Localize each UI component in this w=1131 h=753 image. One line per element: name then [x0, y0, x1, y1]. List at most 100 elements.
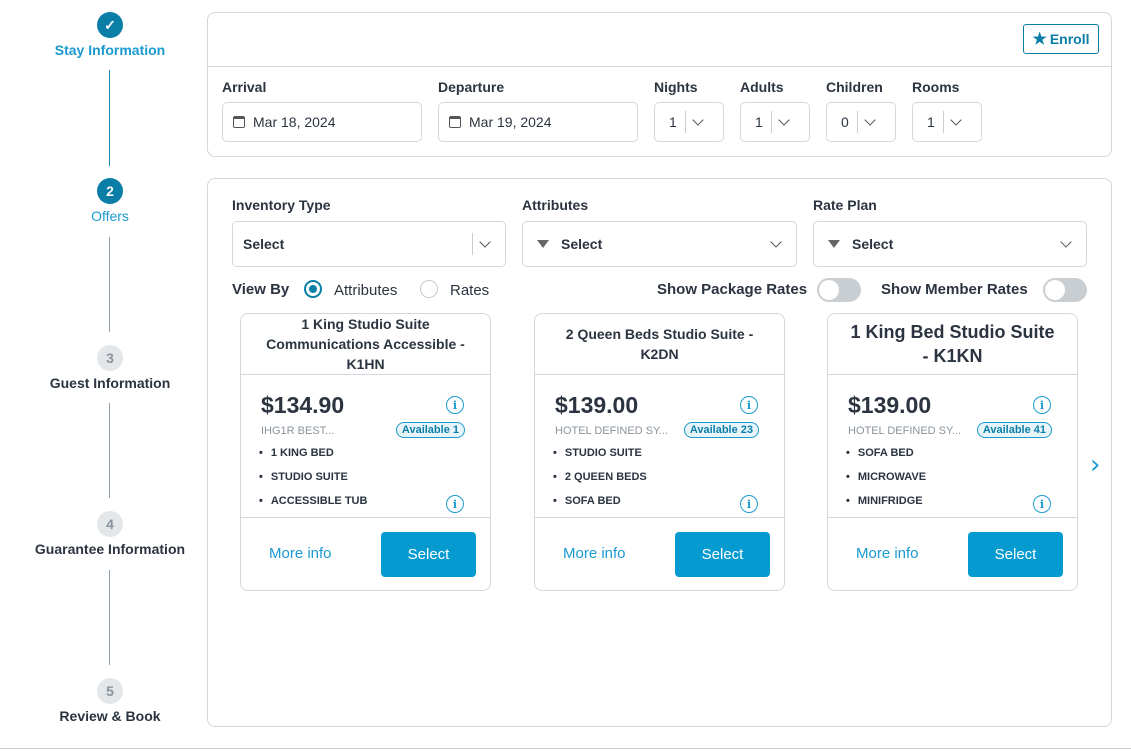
arrival-label: Arrival [222, 79, 267, 95]
departure-label: Departure [438, 79, 505, 95]
more-info-link[interactable]: More info [269, 545, 332, 562]
filter-icon [828, 240, 840, 248]
feature-item: SOFA BED [846, 444, 926, 468]
info-icon[interactable]: i [446, 396, 464, 414]
show-package-rates-label: Show Package Rates [657, 281, 808, 298]
rate-plan-label: Rate Plan [813, 197, 877, 213]
nights-select[interactable]: 1 [654, 102, 724, 142]
inventory-type-select[interactable]: Select [232, 221, 506, 267]
chevron-down-icon [1060, 236, 1072, 248]
children-value: 0 [841, 114, 849, 130]
offer-card: 1 King Bed Studio Suite - K1KN $139.00 i… [827, 313, 1078, 591]
feature-list: STUDIO SUITE 2 QUEEN BEDS SOFA BED [553, 444, 647, 516]
chevron-down-icon [479, 236, 491, 248]
feature-item: ACCESSIBLE TUB [259, 492, 368, 516]
offer-price: $139.00 [848, 392, 932, 418]
availability-badge: Available 41 [976, 422, 1052, 438]
offer-title: 2 Queen Beds Studio Suite - K2DN [535, 314, 784, 375]
radio-rates-label[interactable]: Rates [450, 282, 490, 299]
availability-badge: Available 1 [395, 422, 465, 438]
children-label: Children [826, 79, 883, 95]
offer-rate-plan: HOTEL DEFINED SY... [555, 425, 669, 437]
attributes-value: Select [561, 236, 603, 252]
step-stay-information[interactable]: ✓ Stay Information [0, 12, 220, 58]
offer-price: $134.90 [261, 392, 345, 418]
step-guarantee-information[interactable]: 4 Guarantee Information [0, 511, 220, 557]
feature-item: 1 KING BED [259, 444, 367, 468]
rooms-select[interactable]: 1 [912, 102, 982, 142]
more-info-link[interactable]: More info [856, 545, 919, 562]
step-offers[interactable]: 2 Offers [0, 178, 220, 224]
nights-value: 1 [669, 114, 677, 130]
chevron-down-icon [692, 114, 704, 126]
arrival-value: Mar 18, 2024 [253, 114, 336, 130]
show-package-rates-toggle[interactable] [817, 278, 861, 302]
offer-rate-plan: IHG1R BEST... [261, 425, 335, 437]
filter-icon [537, 240, 549, 248]
departure-value: Mar 19, 2024 [469, 114, 552, 130]
more-info-link[interactable]: More info [563, 545, 626, 562]
departure-date-input[interactable]: Mar 19, 2024 [438, 102, 638, 142]
attributes-select[interactable]: Select [522, 221, 797, 267]
chevron-right-icon[interactable]: › [1090, 450, 1101, 480]
info-icon[interactable]: i [1033, 396, 1051, 414]
rate-plan-value: Select [852, 236, 894, 252]
rooms-label: Rooms [912, 79, 960, 95]
enroll-label: Enroll [1049, 31, 1090, 47]
offer-card: 2 Queen Beds Studio Suite - K2DN $139.00… [534, 313, 785, 591]
enroll-button[interactable]: ★ Enroll [1023, 24, 1099, 54]
show-member-rates-toggle[interactable] [1043, 278, 1087, 302]
offer-card: 1 King Studio Suite Communications Acces… [240, 313, 491, 591]
info-icon[interactable]: i [1033, 495, 1051, 513]
divider [535, 517, 784, 518]
chevron-down-icon [778, 114, 790, 126]
calendar-icon [449, 116, 461, 128]
select-button[interactable]: Select [381, 532, 476, 577]
step-review-book[interactable]: 5 Review & Book [0, 678, 220, 724]
arrival-date-input[interactable]: Mar 18, 2024 [222, 102, 422, 142]
nights-label: Nights [654, 79, 698, 95]
select-button[interactable]: Select [968, 532, 1063, 577]
info-icon[interactable]: i [740, 495, 758, 513]
step-label: Guarantee Information [34, 541, 186, 557]
rooms-value: 1 [927, 114, 935, 130]
step-number: 2 [97, 178, 123, 204]
step-label: Guest Information [49, 375, 171, 391]
chevron-down-icon [950, 114, 962, 126]
step-guest-information[interactable]: 3 Guest Information [0, 345, 220, 391]
radio-attributes[interactable] [304, 280, 322, 298]
feature-item: SOFA BED [553, 492, 647, 516]
bottom-divider [0, 748, 1131, 749]
availability-badge: Available 23 [683, 422, 759, 438]
step-number: 3 [97, 345, 123, 371]
offer-rate-plan: HOTEL DEFINED SY... [848, 425, 962, 437]
offer-title: 1 King Studio Suite Communications Acces… [241, 314, 490, 375]
radio-rates[interactable] [420, 280, 438, 298]
info-icon[interactable]: i [446, 495, 464, 513]
check-icon: ✓ [97, 12, 123, 38]
feature-list: SOFA BED MICROWAVE MINIFRIDGE [846, 444, 926, 516]
feature-item: MINIFRIDGE [846, 492, 926, 516]
radio-attributes-label[interactable]: Attributes [334, 282, 398, 299]
step-label: Stay Information [54, 42, 166, 58]
stay-card: ★ Enroll [207, 12, 1112, 157]
feature-item: 2 QUEEN BEDS [553, 468, 647, 492]
feature-item: STUDIO SUITE [553, 444, 647, 468]
step-number: 5 [97, 678, 123, 704]
feature-list: 1 KING BED STUDIO SUITE ACCESSIBLE TUB [259, 444, 368, 516]
step-connector [109, 70, 110, 166]
select-button[interactable]: Select [675, 532, 770, 577]
step-number: 4 [97, 511, 123, 537]
chevron-down-icon [770, 236, 782, 248]
star-icon: ★ [1032, 31, 1047, 48]
step-label: Review & Book [59, 708, 161, 724]
children-select[interactable]: 0 [826, 102, 896, 142]
inventory-type-value: Select [243, 236, 285, 252]
feature-item: MICROWAVE [846, 468, 926, 492]
info-icon[interactable]: i [740, 396, 758, 414]
adults-select[interactable]: 1 [740, 102, 810, 142]
offer-title: 1 King Bed Studio Suite - K1KN [828, 314, 1077, 375]
rate-plan-select[interactable]: Select [813, 221, 1087, 267]
attributes-label: Attributes [522, 197, 589, 213]
step-connector [109, 237, 110, 332]
